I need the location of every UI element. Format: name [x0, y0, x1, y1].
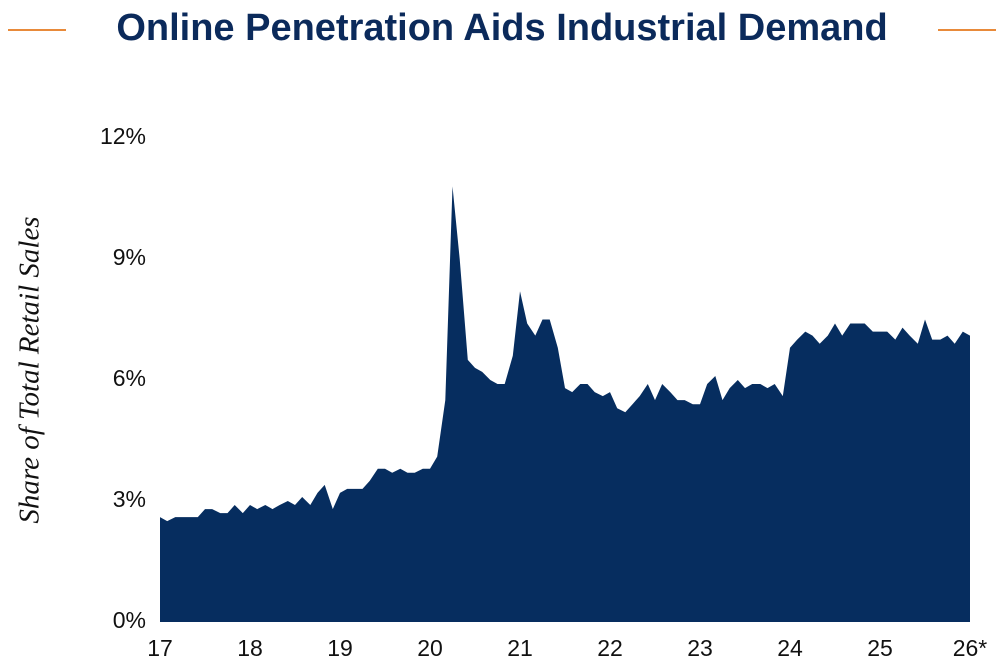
y-axis-label: Share of Total Retail Sales: [14, 216, 46, 523]
x-tick-label: 18: [237, 635, 263, 661]
x-tick-label: 26*: [953, 635, 988, 661]
x-tick-label: 20: [417, 635, 443, 661]
area: [160, 186, 970, 622]
x-tick-label: 19: [327, 635, 353, 661]
x-tick-label: 17: [147, 635, 173, 661]
y-tick-label: 6%: [113, 365, 146, 391]
y-tick-label: 0%: [113, 607, 146, 633]
chart-title: Online Penetration Aids Industrial Deman…: [116, 7, 887, 49]
x-tick-label: 25: [867, 635, 893, 661]
y-tick-label: 3%: [113, 486, 146, 512]
y-tick-label: 12%: [100, 123, 146, 149]
x-tick-label: 21: [507, 635, 533, 661]
x-tick-label: 24: [777, 635, 803, 661]
y-tick-label: 9%: [113, 244, 146, 270]
x-tick-label: 23: [687, 635, 713, 661]
x-tick-label: 22: [597, 635, 623, 661]
